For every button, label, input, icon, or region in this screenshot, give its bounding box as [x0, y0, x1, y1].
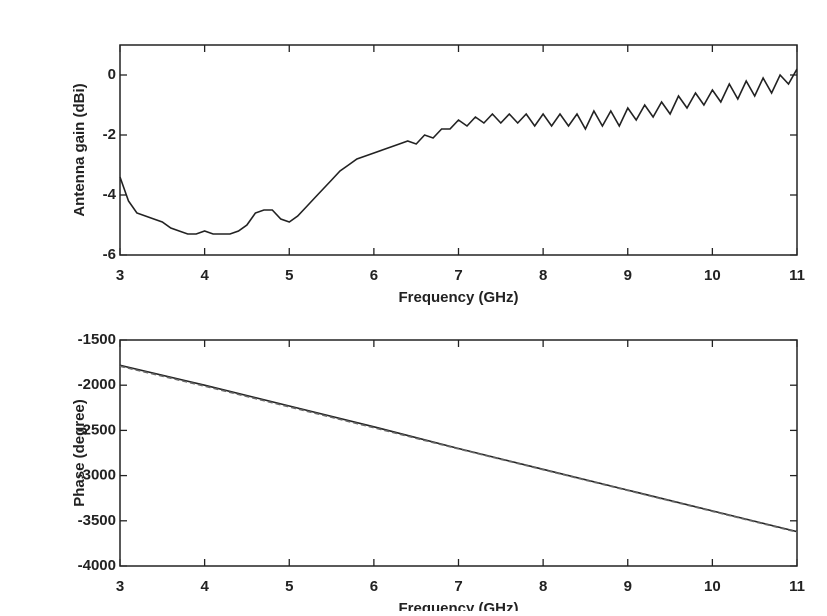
y-tick-label: -2500: [78, 421, 116, 438]
x-tick-label: 9: [624, 267, 632, 284]
y-tick-label: -4000: [78, 557, 116, 574]
x-tick-label: 7: [454, 578, 462, 595]
x-tick-label: 5: [285, 578, 293, 595]
x-tick-label: 3: [116, 578, 124, 595]
x-tick-label: 7: [454, 267, 462, 284]
x-tick-label: 6: [370, 267, 378, 284]
x-tick-label: 11: [789, 578, 805, 595]
line: [119, 365, 798, 533]
x-tick-label: 10: [704, 267, 721, 284]
line: [119, 68, 798, 235]
y-tick-label: -3000: [78, 467, 116, 484]
y-tick-label: -6: [103, 246, 116, 263]
y-tick-label: -1500: [78, 331, 116, 348]
y-tick-label: -4: [103, 186, 117, 203]
y-tick-label: 0: [108, 66, 116, 83]
y-tick-label: -2000: [78, 376, 116, 393]
x-tick-label: 8: [539, 578, 547, 595]
x-tick-label: 10: [704, 578, 721, 595]
x-tick-label: 4: [200, 267, 209, 284]
y-tick-label: -3500: [78, 512, 116, 529]
x-tick-label: 3: [116, 267, 124, 284]
y-axis-label: Phase (degree): [71, 399, 88, 507]
plot-frame: [119, 339, 798, 567]
x-tick-label: 9: [624, 578, 632, 595]
x-axis-label: Frequency (GHz): [398, 600, 518, 611]
y-axis-label: Antenna gain (dBi): [71, 83, 88, 216]
plot-frame: [119, 44, 798, 256]
x-tick-label: 5: [285, 267, 293, 284]
x-axis-label: Frequency (GHz): [398, 289, 518, 306]
x-tick-label: 11: [789, 267, 805, 284]
x-tick-label: 8: [539, 267, 547, 284]
y-tick-label: -2: [103, 126, 116, 143]
x-tick-label: 4: [200, 578, 209, 595]
x-tick-label: 6: [370, 578, 378, 595]
